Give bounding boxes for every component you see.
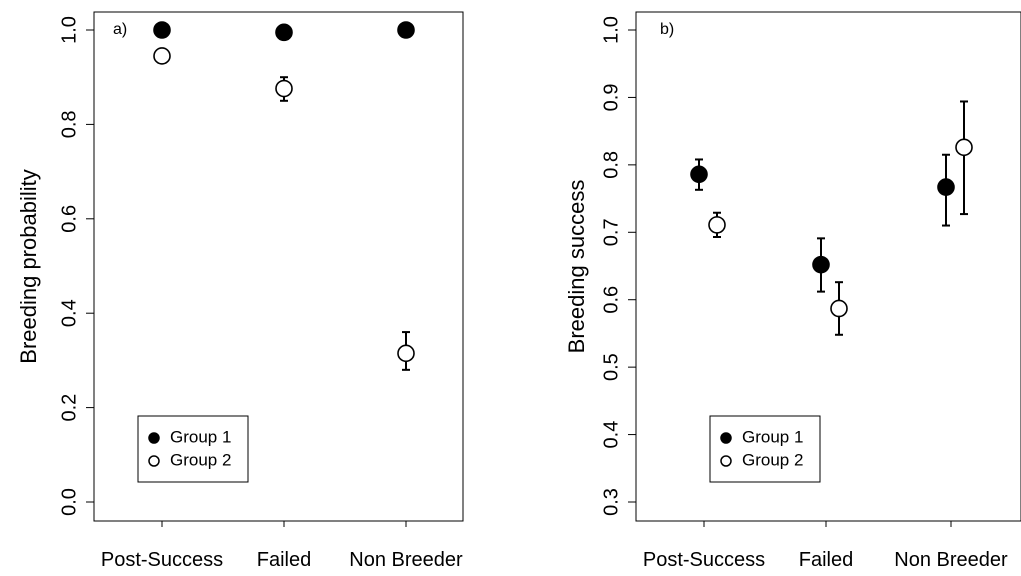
data-point-group2 [153,47,171,65]
data-point-group1 [812,255,830,274]
panel-b: 0.3 0.4 0.5 0.6 0.7 0.8 0.9 1.0 Breeding success… [564,11,1021,571]
data-point-group2 [955,138,973,157]
x-tick-label: Non Breeder [894,549,1008,571]
legend-box [137,415,249,483]
y-tick-label: 0.5 [600,353,622,381]
legend-label: Group 1 [170,427,231,446]
data-point-group2 [275,79,293,98]
legend-marker-group1 [720,432,732,444]
y-tick-label: 0.8 [600,151,622,179]
y-tick-label: 0.6 [58,205,80,233]
y-tick-label: 0.6 [600,286,622,314]
y-tick-label: 0.7 [600,218,622,246]
x-tick-label: Post-Success [101,549,223,571]
y-tick-label: 0.4 [58,299,80,327]
legend-box [709,415,821,483]
panel-label: b) [660,21,674,38]
panel-a: 0.0 0.2 0.4 0.6 0.8 1.0 Breeding probability Po… [16,11,464,571]
y-tick-label: 0.0 [58,488,80,516]
legend-marker-group2 [148,455,160,467]
data-point-group1 [397,21,415,39]
y-tick-label: 1.0 [600,16,622,44]
legend-marker-group1 [148,432,160,444]
data-point-group1 [690,165,708,184]
y-axis-label: Breeding success [564,180,589,354]
y-tick-label: 0.9 [600,84,622,112]
plot-frame [635,11,1021,522]
y-axis-label: Breeding probability [16,169,41,363]
x-tick-label: Failed [257,549,311,571]
y-tick-label: 1.0 [58,16,80,44]
legend-label: Group 2 [170,450,231,469]
legend-label: Group 2 [742,450,803,469]
y-tick-label: 0.3 [600,488,622,516]
legend: Group 1 Group 2 [709,415,821,483]
x-tick-label: Non Breeder [349,549,463,571]
legend: Group 1 Group 2 [137,415,249,483]
y-tick-label: 0.8 [58,110,80,138]
legend-marker-group2 [720,455,732,467]
y-tick-label: 0.4 [600,421,622,449]
data-point-group2 [397,344,415,363]
legend-label: Group 1 [742,427,803,446]
data-point-group1 [937,178,955,196]
panel-label: a) [113,21,127,38]
x-tick-label: Post-Success [643,549,765,571]
data-point-group2 [708,216,726,234]
data-point-group1 [275,23,293,42]
y-tick-label: 0.2 [58,394,80,422]
plot-frame [93,11,464,522]
x-tick-label: Failed [799,549,853,571]
data-point-group2 [830,299,848,318]
data-point-group1 [153,21,171,39]
